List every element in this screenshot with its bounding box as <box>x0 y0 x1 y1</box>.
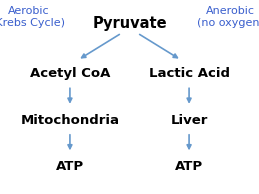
Text: Acetyl CoA: Acetyl CoA <box>30 67 110 80</box>
Text: Liver: Liver <box>170 114 208 127</box>
Text: Pyruvate: Pyruvate <box>92 16 167 31</box>
Text: ATP: ATP <box>56 160 84 173</box>
Text: ATP: ATP <box>175 160 203 173</box>
Text: Mitochondria: Mitochondria <box>20 114 119 127</box>
Text: Lactic Acid: Lactic Acid <box>149 67 229 80</box>
Text: Aerobic
(Krebs Cycle): Aerobic (Krebs Cycle) <box>0 6 66 28</box>
Text: Anerobic
(no oxygen): Anerobic (no oxygen) <box>197 6 259 28</box>
